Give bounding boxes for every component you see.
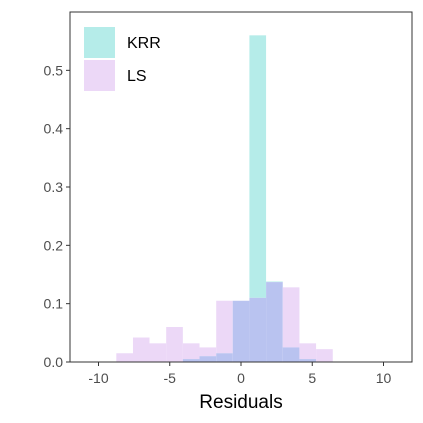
ls-bar-2 bbox=[149, 343, 167, 362]
y-tick-label: 0.2 bbox=[44, 237, 64, 253]
overlap-bar-4 bbox=[182, 359, 200, 362]
ls-bar-4 bbox=[182, 343, 200, 360]
ls-bar-10 bbox=[282, 287, 300, 348]
legend-key-krr bbox=[84, 27, 115, 58]
overlap-bar-7 bbox=[232, 300, 250, 362]
krr-bar-8 bbox=[249, 35, 267, 298]
y-axis: 0.0 0.1 0.2 0.3 0.4 0.5 bbox=[44, 62, 70, 370]
legend-label-ls: LS bbox=[127, 68, 147, 85]
bars-layer bbox=[116, 35, 333, 362]
x-tick-label: -5 bbox=[164, 370, 177, 386]
y-tick-label: 0.5 bbox=[44, 62, 64, 78]
y-tick-label: 0.0 bbox=[44, 354, 64, 370]
overlap-bar-10 bbox=[282, 347, 300, 362]
x-tick-label: 0 bbox=[237, 370, 245, 386]
ls-bar-6 bbox=[216, 300, 233, 354]
ls-bar-5 bbox=[199, 347, 217, 357]
ls-bar-0 bbox=[116, 353, 133, 362]
ls-bar-1 bbox=[132, 337, 150, 362]
y-tick-label: 0.1 bbox=[44, 296, 64, 312]
overlap-bar-6 bbox=[216, 353, 233, 362]
x-tick-label: -10 bbox=[88, 370, 108, 386]
ls-bar-11 bbox=[299, 343, 317, 360]
x-axis-title: Residuals bbox=[199, 392, 282, 413]
ls-bar-12 bbox=[316, 349, 333, 362]
ls-bar-3 bbox=[166, 327, 183, 362]
overlap-bar-9 bbox=[266, 282, 283, 362]
overlap-bar-8 bbox=[249, 297, 267, 362]
overlap-bar-11 bbox=[299, 359, 317, 362]
x-tick-label: 10 bbox=[376, 370, 392, 386]
legend: KRR LS bbox=[84, 27, 161, 91]
y-tick-label: 0.3 bbox=[44, 179, 64, 195]
krr-bar-9 bbox=[266, 281, 283, 283]
overlap-bar-5 bbox=[199, 356, 217, 362]
x-axis: -10 -5 0 5 10 bbox=[88, 362, 391, 386]
legend-key-ls bbox=[84, 60, 115, 91]
x-tick-label: 5 bbox=[308, 370, 316, 386]
y-tick-label: 0.4 bbox=[44, 121, 64, 137]
legend-label-krr: KRR bbox=[127, 35, 161, 52]
